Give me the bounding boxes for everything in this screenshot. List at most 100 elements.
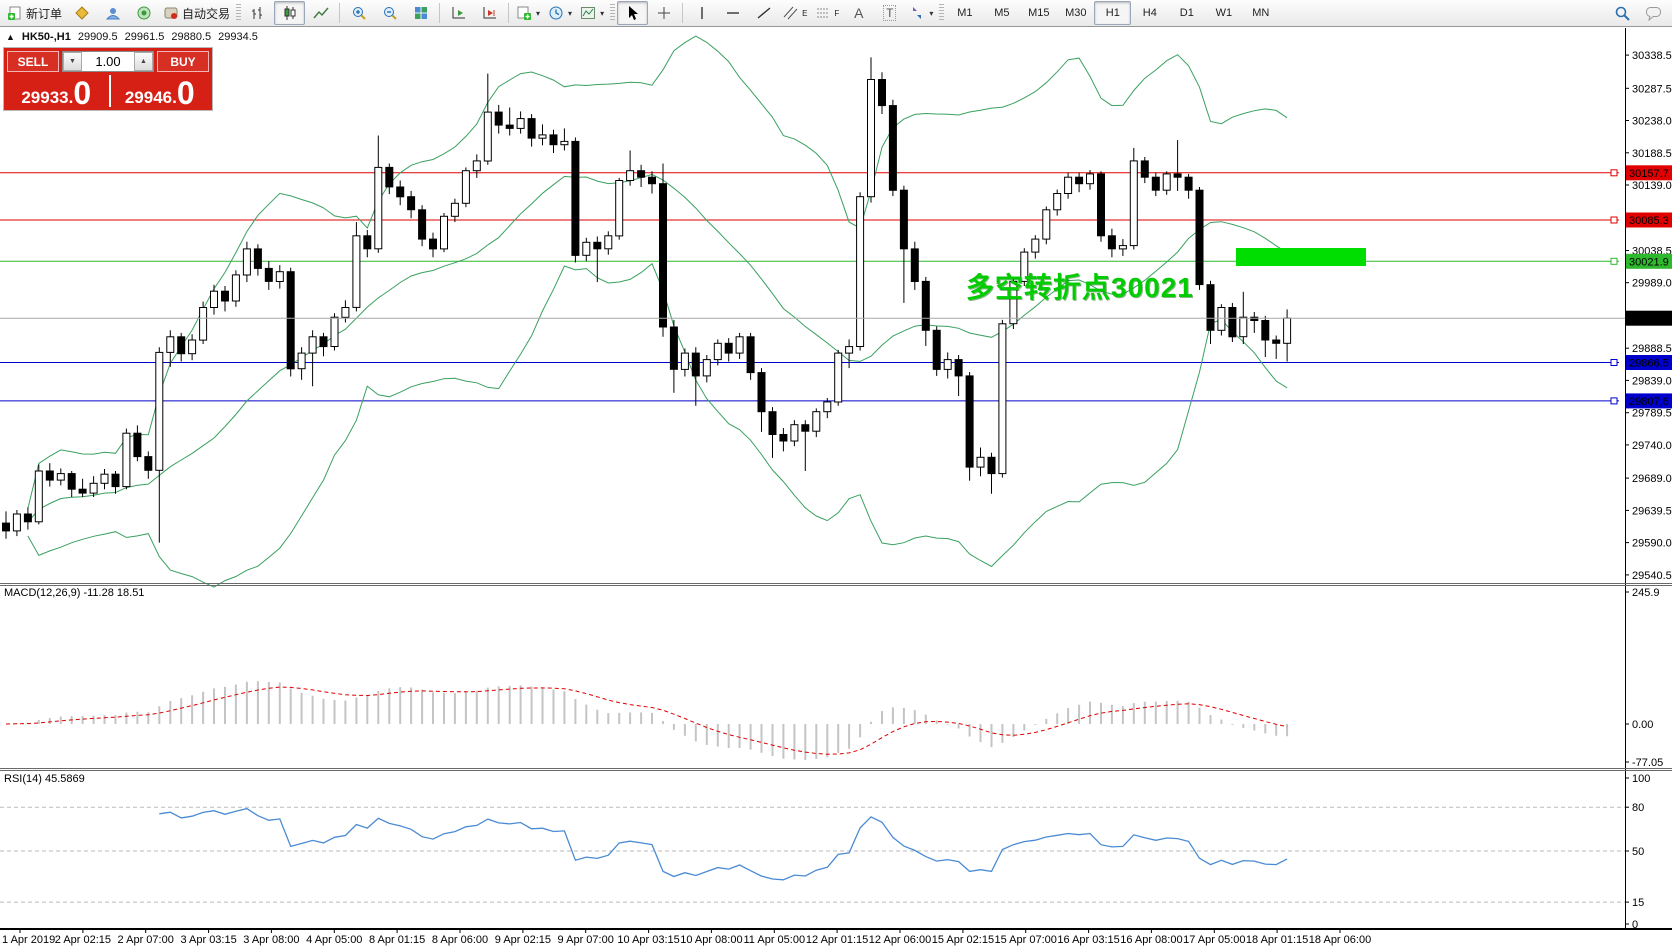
- time-label: 4 Apr 05:00: [306, 934, 362, 946]
- time-label: 15 Apr 02:15: [932, 934, 994, 946]
- mql-editor-button[interactable]: [66, 1, 97, 25]
- chevron-down-icon: ▾: [929, 8, 934, 18]
- tab-timeframe-h1[interactable]: H1: [1094, 1, 1132, 25]
- bollinger-lower-band: [27, 262, 1288, 588]
- time-label: 15 Apr 07:00: [995, 934, 1057, 946]
- price-axis[interactable]: 30338.530287.530238.030188.530139.030038…: [1625, 28, 1672, 931]
- channel-button[interactable]: E: [779, 1, 811, 25]
- line-handle[interactable]: [1610, 216, 1618, 224]
- macd-tick-label: 0.00: [1632, 719, 1653, 731]
- tab-timeframe-m15[interactable]: M15: [1028, 7, 1050, 19]
- cursor-button[interactable]: [617, 1, 649, 25]
- horizontal-line-icon: [726, 12, 739, 14]
- buy-price-main: 29946: [124, 88, 173, 107]
- toolbar-drag-handle[interactable]: [236, 4, 242, 22]
- time-label: 17 Apr 05:00: [1183, 934, 1245, 946]
- line-handle[interactable]: [1610, 169, 1618, 177]
- price-tick-label: 29789.5: [1632, 408, 1672, 420]
- line-chart-button[interactable]: [305, 1, 336, 25]
- candlestick-chart-button[interactable]: [274, 1, 306, 25]
- tab-timeframe-d1[interactable]: D1: [1179, 7, 1194, 19]
- tab-timeframe-m5[interactable]: M5: [994, 7, 1010, 19]
- new-order-button[interactable]: 新订单: [3, 1, 66, 25]
- crosshair-button[interactable]: [648, 1, 679, 25]
- time-label: 8 Apr 01:15: [369, 934, 425, 946]
- sell-button[interactable]: SELL: [7, 51, 59, 72]
- cursor-icon: [628, 6, 638, 20]
- clock-icon: [549, 6, 563, 20]
- fibonacci-button[interactable]: F: [811, 1, 843, 25]
- arrows-dropdown[interactable]: ▾: [905, 1, 937, 25]
- zoom-in-button[interactable]: [343, 1, 374, 25]
- chevron-down-icon: ▾: [600, 8, 605, 18]
- bollinger-middle-band: [27, 173, 1288, 523]
- hline-price-label: 30157.7: [1629, 168, 1669, 180]
- trendline-icon: [757, 7, 771, 19]
- new-order-label: 新订单: [26, 6, 63, 21]
- line-handle[interactable]: [1610, 359, 1618, 366]
- tab-timeframe-m30[interactable]: M30: [1065, 7, 1087, 19]
- tab-timeframe-mn[interactable]: MN: [1252, 7, 1270, 19]
- sell-price[interactable]: 29933. 0: [21, 75, 92, 111]
- rsi-tick-label: 0: [1632, 919, 1638, 931]
- community-button[interactable]: [97, 1, 128, 25]
- collapse-icon[interactable]: ▲: [6, 32, 15, 42]
- rsi-tick-label: 50: [1632, 846, 1644, 858]
- line-chart-icon: [312, 7, 329, 19]
- high-value: 29961.5: [124, 31, 165, 43]
- toolbar-drag-handle[interactable]: [610, 4, 616, 22]
- chart-text-annotation[interactable]: 多空转折点30021: [966, 272, 1194, 303]
- price-tick-label: 29839.0: [1632, 375, 1672, 387]
- fibonacci-icon: [817, 8, 829, 18]
- highlight-rectangle[interactable]: [1236, 248, 1366, 266]
- tab-timeframe-h4[interactable]: H4: [1142, 7, 1157, 19]
- symbol-ohlc-header: ▲ HK50-,H1 29909.5 29961.5 29880.5 29934…: [6, 31, 258, 43]
- editor-icon: [74, 6, 89, 20]
- template-dropdown[interactable]: ▾: [576, 1, 608, 25]
- time-label: 8 Apr 06:00: [432, 934, 488, 946]
- bar-chart-button[interactable]: [243, 1, 274, 25]
- close-value: 29934.5: [218, 31, 258, 43]
- auto-scroll-button[interactable]: [443, 1, 474, 25]
- text-button[interactable]: A: [843, 1, 874, 25]
- buy-button[interactable]: BUY: [157, 51, 209, 72]
- arrows-icon: [913, 7, 922, 19]
- signals-button[interactable]: [128, 1, 159, 25]
- volume-decrease-button[interactable]: ▼: [63, 52, 82, 71]
- autotrading-button[interactable]: 自动交易: [159, 1, 234, 25]
- volume-increase-button[interactable]: ▲: [134, 52, 153, 71]
- chat-button[interactable]: [1638, 1, 1669, 25]
- rsi-tick-label: 15: [1632, 897, 1644, 909]
- main-pane[interactable]: [0, 35, 1625, 588]
- volume-input[interactable]: [82, 52, 134, 71]
- price-tick-label: 29740.0: [1632, 440, 1672, 452]
- rsi-label: RSI(14) 45.5869: [4, 773, 85, 785]
- buy-price[interactable]: 29946. 0: [108, 75, 210, 109]
- tab-timeframe-w1[interactable]: W1: [1215, 7, 1233, 19]
- time-label: 3 Apr 08:00: [243, 934, 299, 946]
- vertical-line-button[interactable]: [686, 1, 717, 25]
- line-handle[interactable]: [1610, 397, 1618, 405]
- label-button[interactable]: T: [874, 1, 905, 25]
- macd-signal-line: [5, 686, 1288, 755]
- horizontal-line-button[interactable]: [717, 1, 748, 25]
- zoom-out-button[interactable]: [374, 1, 405, 25]
- chevron-down-icon: ▼: [69, 58, 76, 65]
- new-chart-dropdown[interactable]: ▾: [512, 1, 544, 25]
- search-icon: [1615, 6, 1630, 21]
- toolbar-drag-handle[interactable]: [939, 4, 945, 22]
- search-button[interactable]: [1607, 1, 1638, 25]
- line-handle[interactable]: [1610, 257, 1618, 265]
- time-axis[interactable]: 1 Apr 2019 2 Apr 02:15 2 Apr 07:00 3 Apr 03…: [2, 928, 1371, 946]
- tile-windows-button[interactable]: [405, 1, 436, 25]
- chevron-down-icon: ▾: [536, 8, 541, 18]
- chart-shift-button[interactable]: [474, 1, 505, 25]
- period-dropdown[interactable]: ▾: [544, 1, 576, 25]
- indicator-panes[interactable]: MACD(12,26,9) -11.28 18.51 RSI(14) 45.586…: [0, 587, 1625, 903]
- tab-timeframe-m1[interactable]: M1: [957, 7, 973, 19]
- main-toolbar: 新订单 自动交易 ▾ ▾ ▾ E F A T ▾ M1 M5 M15 M30 H1 H4 D…: [0, 0, 1672, 27]
- trendline-button[interactable]: [748, 1, 779, 25]
- new-chart-icon: [517, 6, 532, 20]
